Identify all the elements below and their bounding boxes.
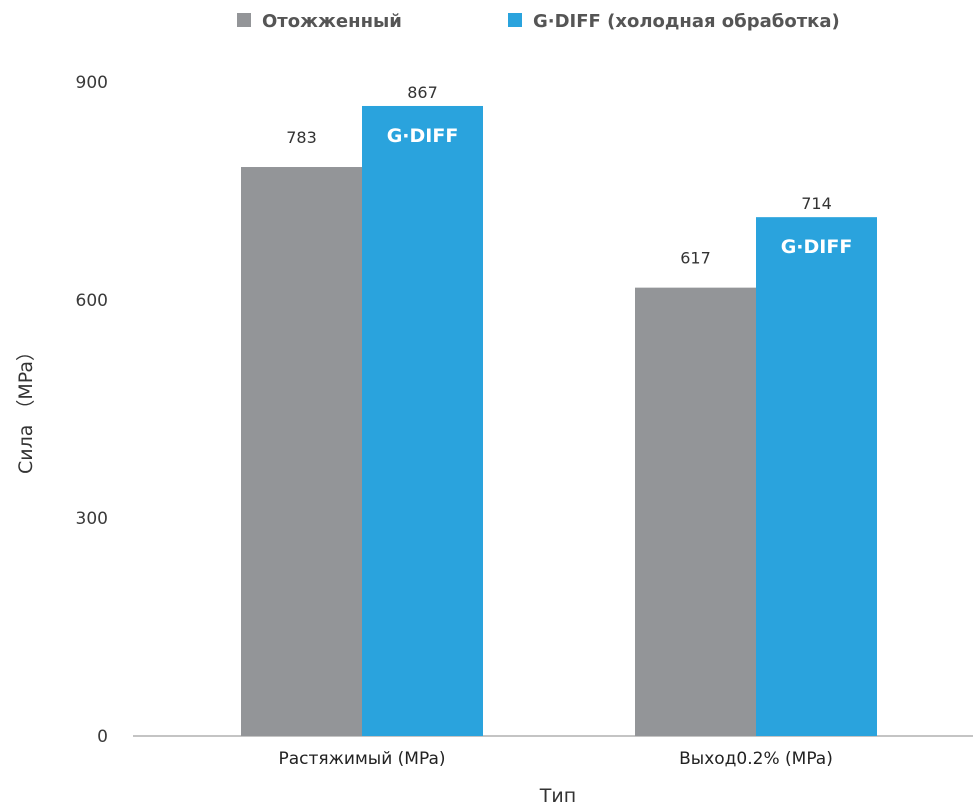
value-label: 783 — [286, 128, 317, 147]
bar-annealed-1 — [635, 287, 756, 736]
value-label: 714 — [801, 194, 832, 213]
value-label: 867 — [407, 83, 438, 102]
y-tick-label: 600 — [76, 291, 108, 311]
bar-gdiff-1 — [756, 217, 877, 736]
y-tick-label: 0 — [97, 727, 108, 747]
x-axis-title: Тип — [539, 785, 576, 807]
y-tick-label: 900 — [76, 73, 108, 93]
legend-label-annealed: Отожженный — [262, 11, 402, 32]
bars: 783 867 G·DIFF 617 714 G·DIFF — [241, 83, 877, 737]
bar-brand-label: G·DIFF — [781, 236, 853, 258]
x-tick-label: Выход0.2% (MPa) — [679, 749, 833, 769]
legend-swatch-gdiff — [508, 13, 522, 27]
bar-brand-label: G·DIFF — [387, 125, 459, 147]
x-axis-ticks: Растяжимый (MPa) Выход0.2% (MPa) — [278, 749, 832, 769]
y-tick-label: 300 — [76, 509, 108, 529]
legend-label-gdiff: G·DIFF (холодная обработка) — [533, 11, 840, 32]
bar-annealed-0 — [241, 167, 362, 736]
legend-swatch-annealed — [237, 13, 251, 27]
value-label: 617 — [680, 249, 711, 268]
x-tick-label: Растяжимый (MPa) — [278, 749, 445, 769]
bar-gdiff-0 — [362, 105, 483, 737]
legend: Отожженный G·DIFF (холодная обработка) — [237, 11, 840, 32]
y-axis-ticks: 0 300 600 900 — [76, 73, 108, 747]
y-axis-title: Сила （MPa） — [15, 342, 37, 474]
